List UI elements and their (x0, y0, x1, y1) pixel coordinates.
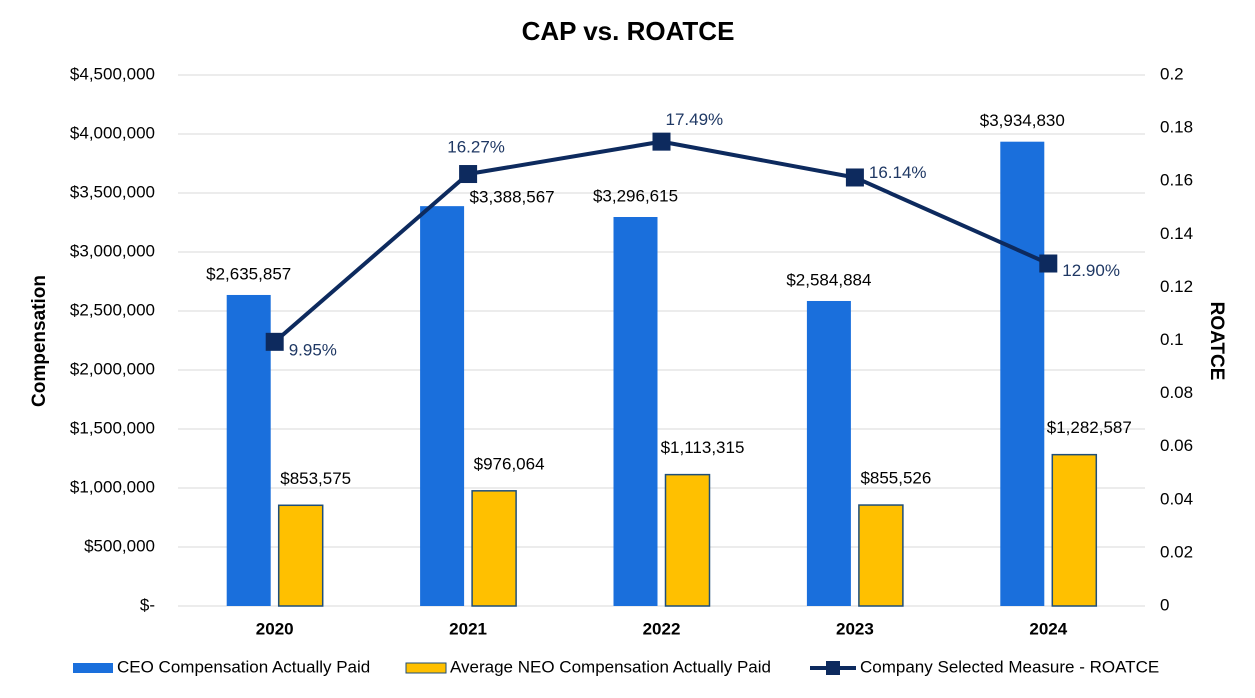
x-tick-label: 2023 (836, 619, 874, 638)
data-label: 12.90% (1062, 261, 1120, 280)
legend-label: Company Selected Measure - ROATCE (860, 657, 1159, 676)
y2-tick-label: 0.12 (1160, 277, 1193, 296)
x-tick-label: 2020 (256, 619, 294, 638)
x-tick-label: 2022 (643, 619, 681, 638)
bar (420, 206, 465, 606)
line-marker (652, 132, 671, 151)
y-tick-label: $2,500,000 (70, 300, 155, 319)
y2-tick-label: 0.08 (1160, 383, 1193, 402)
y-tick-label: $- (140, 595, 155, 614)
y-tick-label: $3,000,000 (70, 241, 155, 260)
y-tick-label: $1,500,000 (70, 418, 155, 437)
data-label: $3,296,615 (593, 186, 678, 205)
y-tick-label: $500,000 (84, 536, 155, 555)
y-axis-title: Compensation (29, 275, 50, 407)
bar (664, 473, 711, 607)
x-tick-label: 2024 (1029, 619, 1067, 638)
y2-tick-label: 0.2 (1160, 64, 1184, 83)
y-tick-label: $1,000,000 (70, 477, 155, 496)
bar (277, 504, 324, 607)
bar (226, 294, 271, 606)
data-label: 17.49% (666, 110, 724, 129)
data-label: 16.14% (869, 163, 927, 182)
data-label: $3,934,830 (980, 111, 1065, 130)
bar (1000, 141, 1045, 606)
data-label: $853,575 (280, 469, 351, 488)
y-tick-label: $4,500,000 (70, 64, 155, 83)
y2-tick-label: 0.18 (1160, 118, 1193, 137)
y2-axis-title: ROATCE (1206, 302, 1227, 381)
y-tick-label: $4,000,000 (70, 123, 155, 142)
legend-label: Average NEO Compensation Actually Paid (450, 657, 771, 676)
data-label: $1,282,587 (1047, 418, 1132, 437)
legend-swatch (405, 662, 447, 674)
legend-label: CEO Compensation Actually Paid (117, 657, 370, 676)
data-label: $2,635,857 (206, 264, 291, 283)
y-tick-label: $2,000,000 (70, 359, 155, 378)
chart-title: CAP vs. ROATCE (522, 16, 735, 46)
y2-tick-label: 0 (1160, 595, 1169, 614)
bar (613, 216, 658, 606)
line-marker (459, 165, 478, 184)
legend-swatch (73, 663, 113, 673)
line-marker (845, 168, 864, 187)
y2-tick-label: 0.16 (1160, 171, 1193, 190)
legend-swatch (826, 661, 840, 675)
y2-tick-label: 0.02 (1160, 542, 1193, 561)
y2-tick-label: 0.1 (1160, 330, 1184, 349)
data-label: $3,388,567 (470, 188, 555, 207)
x-tick-label: 2021 (449, 619, 487, 638)
data-label: $976,064 (474, 454, 545, 473)
y2-tick-label: 0.04 (1160, 489, 1193, 508)
bar (1051, 453, 1098, 607)
data-label: $2,584,884 (786, 270, 871, 289)
y-tick-label: $3,500,000 (70, 182, 155, 201)
line-marker (1039, 254, 1058, 273)
bar (471, 490, 517, 607)
data-label: 16.27% (447, 138, 505, 157)
y2-tick-label: 0.06 (1160, 436, 1193, 455)
y2-tick-label: 0.14 (1160, 224, 1193, 243)
bar (806, 300, 851, 606)
bar (858, 504, 904, 607)
data-label: 9.95% (289, 340, 337, 359)
data-label: $1,113,315 (661, 438, 745, 457)
line-marker (265, 332, 284, 351)
data-label: $855,526 (860, 469, 931, 488)
